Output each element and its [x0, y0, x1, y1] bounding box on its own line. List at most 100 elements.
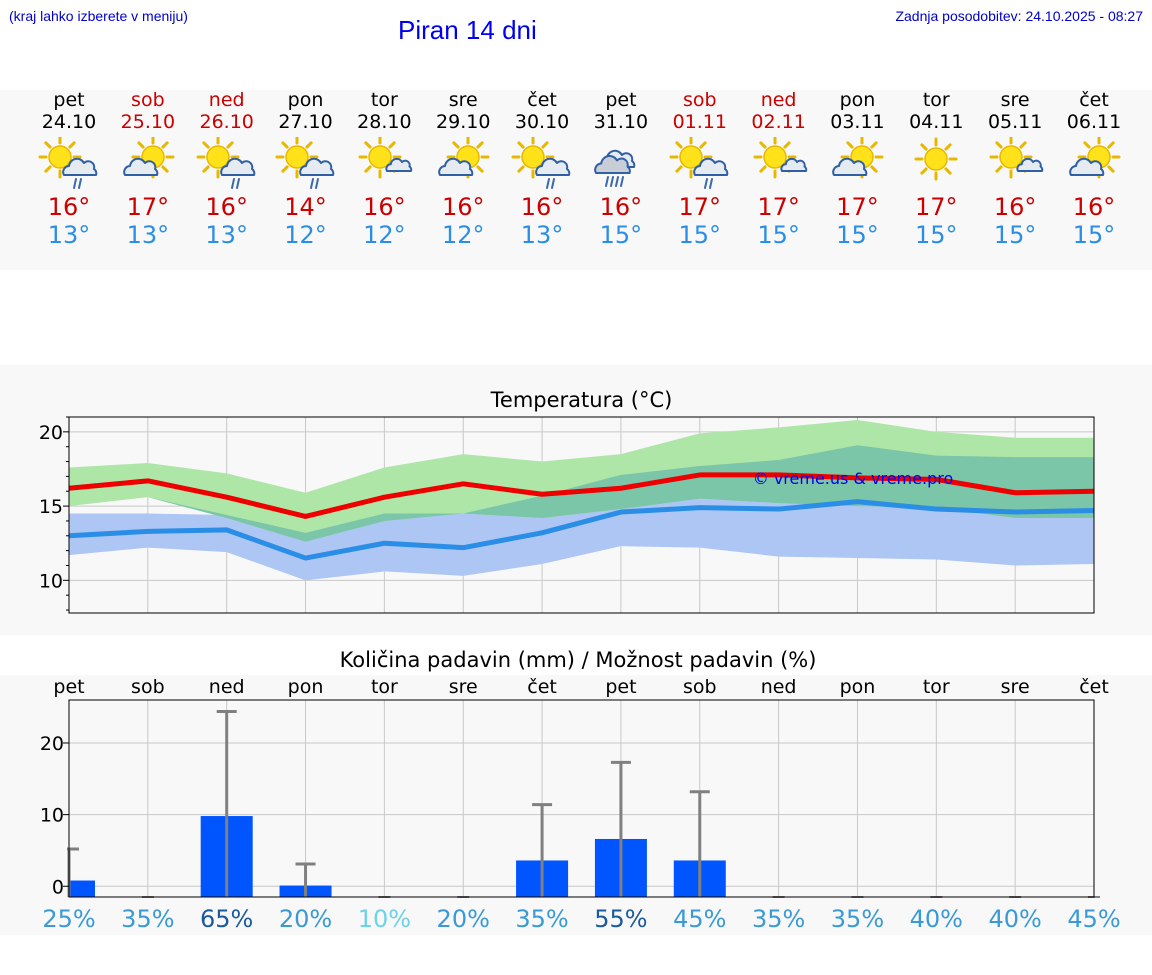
- precip-probability: 25%: [42, 905, 95, 933]
- category-label: ned: [761, 676, 797, 698]
- category-label: tor: [371, 676, 398, 698]
- sun-cloud-rain-icon: [38, 137, 98, 189]
- y-tick-label: 10: [39, 570, 63, 592]
- day-date: 06.11: [1066, 111, 1122, 133]
- max-temperature: 16°: [599, 193, 643, 221]
- category-label: sre: [1001, 676, 1030, 698]
- min-temperature: 12°: [284, 221, 327, 249]
- cloud-heavy-rain-icon: [594, 149, 636, 187]
- sun-rays: [914, 137, 958, 181]
- day-forecast: čet 06.11 16° 15°: [1055, 89, 1133, 249]
- day-forecast: sob 01.11 17° 15°: [661, 89, 739, 249]
- precip-probability: 45%: [1067, 905, 1120, 933]
- day-forecast: pon 27.10 14° 12°: [267, 89, 345, 249]
- chart-title: Količina padavin (mm) / Možnost padavin …: [340, 648, 817, 672]
- day-forecast: tor 28.10 16° 12°: [345, 89, 423, 249]
- day-forecast: ned 26.10 16° 13°: [188, 89, 266, 249]
- min-temperature-line: [68, 499, 1095, 561]
- day-date: 02.11: [751, 111, 806, 133]
- max-temperature: 17°: [836, 193, 879, 221]
- precip-probability: 35%: [515, 905, 568, 933]
- day-date: 01.11: [672, 111, 727, 133]
- day-name: sre: [448, 89, 478, 111]
- max-temperature: 16°: [993, 193, 1037, 221]
- min-temperature: 13°: [520, 221, 564, 249]
- plot-frame: [68, 416, 1095, 614]
- sun-cloud-rain-icon: [511, 137, 571, 189]
- day-date: 28.10: [357, 111, 412, 133]
- sun-rays: [275, 137, 319, 179]
- y-tick-label: 0: [52, 876, 64, 898]
- day-date: 26.10: [199, 111, 254, 133]
- page-title: Piran 14 dni: [398, 15, 537, 45]
- location-hint: (kraj lahko izberete v meniju): [9, 8, 188, 24]
- day-name: pon: [839, 89, 876, 111]
- day-forecast: ned 02.11 17° 15°: [740, 89, 818, 249]
- category-label: čet: [1079, 676, 1109, 698]
- min-temperature: 15°: [915, 221, 958, 249]
- day-forecast: sre 29.10 16° 12°: [424, 89, 502, 249]
- category-label: čet: [527, 676, 557, 698]
- day-forecast: čet 30.10 16° 13°: [503, 89, 581, 249]
- day-date: 05.11: [987, 111, 1043, 133]
- day-forecast: pet 24.10 16° 13°: [30, 89, 108, 249]
- category-label: pon: [840, 676, 876, 698]
- day-forecast: tor 04.11 17° 15°: [897, 89, 975, 249]
- category-label: pet: [605, 676, 636, 698]
- day-name: sob: [682, 89, 717, 111]
- precip-probability: 35%: [752, 905, 805, 933]
- max-temperature-line: [68, 472, 1095, 519]
- chart-title: Temperatura (°C): [490, 388, 673, 412]
- day-date: 24.10: [41, 111, 97, 133]
- precip-probability: 10%: [358, 905, 411, 933]
- day-date: 25.10: [120, 111, 176, 133]
- sun-cloud-icon: [832, 137, 884, 179]
- day-date: 31.10: [593, 111, 649, 133]
- precip-probability: 40%: [988, 905, 1041, 933]
- min-temperature: 15°: [1072, 221, 1116, 249]
- precip-probability: 40%: [910, 905, 963, 933]
- watermark: © vreme.us & vreme.pro: [753, 469, 954, 488]
- sun-cloud-icon: [123, 137, 175, 179]
- max-temperature: 16°: [47, 193, 91, 221]
- min-temperature: 13°: [126, 221, 170, 249]
- max-temperature: 17°: [757, 193, 800, 221]
- temperature-chart: Temperatura (°C) © vreme.us & vreme.pro 10…: [39, 388, 1095, 614]
- day-name: tor: [370, 89, 398, 111]
- precip-probability: 45%: [673, 905, 726, 933]
- category-label: tor: [923, 676, 950, 698]
- y-tick-label: 10: [40, 805, 64, 827]
- category-label: sre: [449, 676, 478, 698]
- day-name: čet: [527, 89, 557, 111]
- max-temperature: 16°: [441, 193, 485, 221]
- min-temperature: 15°: [836, 221, 879, 249]
- precip-probability: 20%: [437, 905, 490, 933]
- sun-cloud-icon: [438, 137, 490, 179]
- day-name: pet: [53, 89, 85, 111]
- precip-bar: [69, 880, 95, 897]
- sun-cloud-rain-icon: [275, 137, 334, 189]
- sun-cloud-icon: [1069, 137, 1121, 179]
- max-temperature: 16°: [1072, 193, 1116, 221]
- day-date: 27.10: [278, 111, 333, 133]
- min-temperature: 15°: [599, 221, 643, 249]
- max-temperature: 17°: [678, 193, 722, 221]
- forecast-strip-background: [0, 90, 1152, 270]
- category-label: pon: [288, 676, 324, 698]
- max-temperature: 14°: [284, 193, 327, 221]
- max-temperature: 17°: [126, 193, 170, 221]
- sun-cloud-rain-icon: [196, 137, 256, 189]
- day-forecast: pon 03.11 17° 15°: [818, 89, 896, 249]
- sun-rays: [446, 137, 490, 179]
- sun-cloud-rain-icon: [669, 137, 729, 189]
- day-name: čet: [1079, 89, 1109, 111]
- plot-frame: [68, 699, 1095, 898]
- category-label: ned: [209, 676, 245, 698]
- day-name: ned: [760, 89, 797, 111]
- max-temperature: 16°: [520, 193, 564, 221]
- precip-probability: 35%: [121, 905, 174, 933]
- min-temperature: 12°: [363, 221, 406, 249]
- day-date: 04.11: [909, 111, 964, 133]
- day-name: pet: [605, 89, 637, 111]
- category-label: sob: [683, 676, 717, 698]
